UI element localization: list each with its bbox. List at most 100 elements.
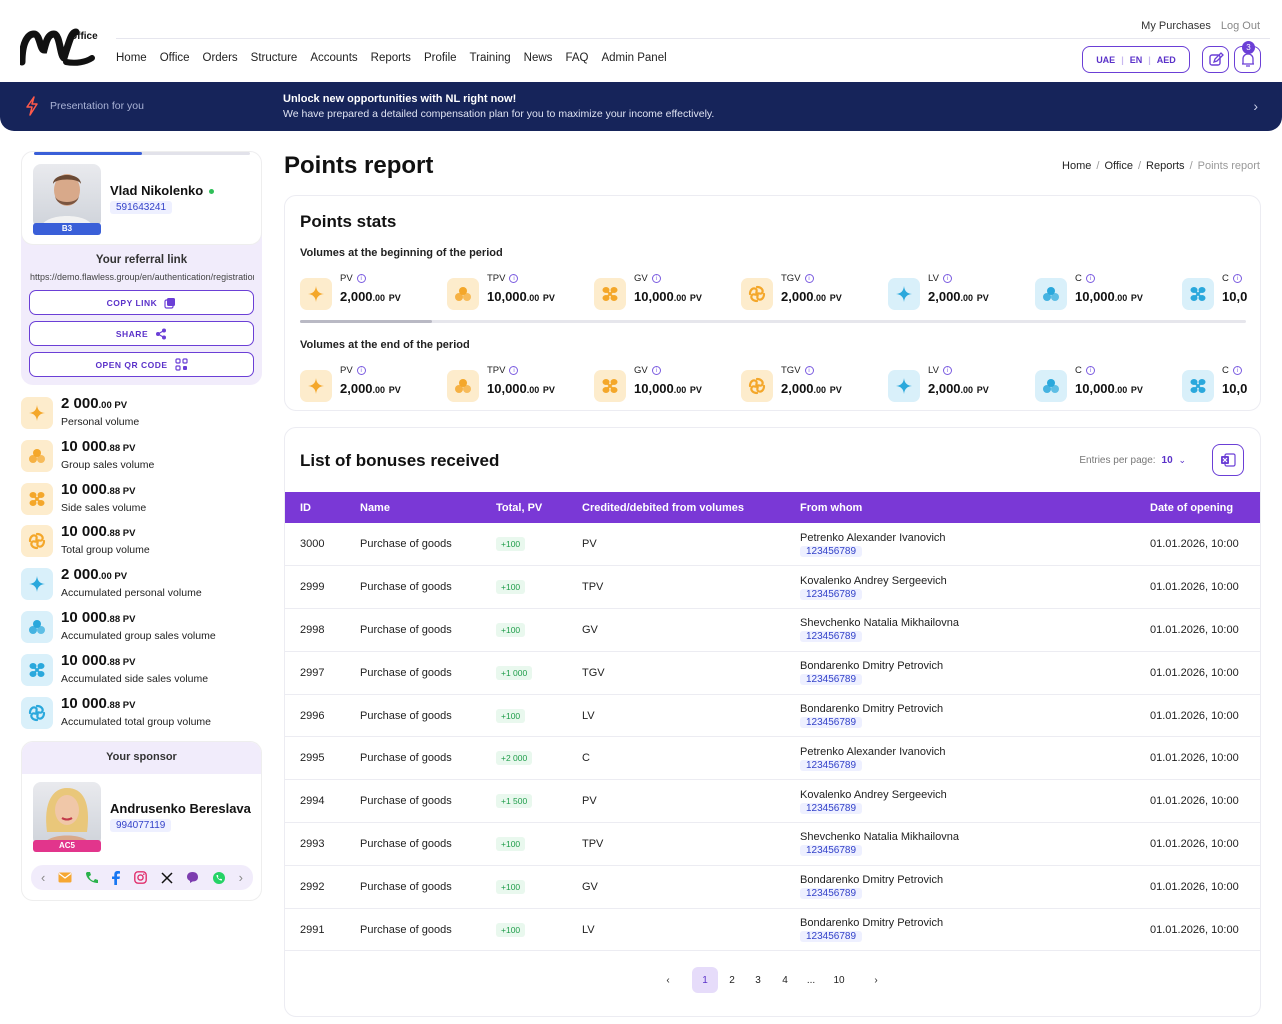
breadcrumb-home[interactable]: Home	[1062, 160, 1092, 172]
info-icon[interactable]: i	[1232, 273, 1242, 283]
info-icon[interactable]: i	[804, 273, 814, 283]
logout-link[interactable]: Log Out	[1220, 20, 1260, 32]
table-row[interactable]: 2995 Purchase of goods +2 000 C Petrenko…	[285, 736, 1260, 781]
cell-date: 01.01.2026, 10:00	[1135, 694, 1260, 738]
my-purchases-link[interactable]: My Purchases	[1141, 20, 1211, 32]
prev-page-icon[interactable]: ‹	[666, 974, 670, 986]
info-icon[interactable]: i	[1085, 365, 1095, 375]
info-icon[interactable]: i	[1085, 273, 1095, 283]
sponsor-id[interactable]: 994077119	[110, 819, 172, 832]
info-icon[interactable]: i	[651, 365, 661, 375]
x-twitter-icon[interactable]	[160, 871, 173, 884]
info-icon[interactable]: i	[804, 365, 814, 375]
copy-link-button[interactable]: COPY LINK	[29, 290, 254, 315]
stats-scrollbar[interactable]	[300, 320, 1246, 323]
locale-selector[interactable]: UAE | EN | AED	[1082, 46, 1190, 73]
info-icon[interactable]: i	[942, 365, 952, 375]
col-name[interactable]: Name	[360, 501, 390, 514]
from-whom-id[interactable]: 123456789	[800, 545, 863, 557]
nav-accounts[interactable]: Accounts	[310, 52, 358, 64]
nav-news[interactable]: News	[523, 52, 553, 64]
export-excel-button[interactable]	[1212, 444, 1244, 476]
nav-training[interactable]: Training	[469, 52, 511, 64]
email-icon[interactable]	[58, 872, 72, 883]
col-total[interactable]: Total, PV	[496, 501, 543, 514]
col-id[interactable]: ID	[300, 501, 311, 514]
nav-structure[interactable]: Structure	[250, 52, 298, 64]
nav-admin-panel[interactable]: Admin Panel	[601, 52, 667, 64]
open-qr-button[interactable]: OPEN QR CODE	[29, 352, 254, 377]
referral-url[interactable]: https://demo.flawless.group/en/authentic…	[30, 272, 254, 282]
table-row[interactable]: 2996 Purchase of goods +100 LV Bondarenk…	[285, 694, 1260, 738]
table-row[interactable]: 2992 Purchase of goods +100 GV Bondarenk…	[285, 865, 1260, 909]
from-whom-id[interactable]: 123456789	[800, 931, 863, 943]
info-icon[interactable]: i	[509, 365, 519, 375]
table-row[interactable]: 2999 Purchase of goods +100 TPV Kovalenk…	[285, 565, 1260, 610]
instagram-icon[interactable]	[134, 871, 148, 884]
cell-date: 01.01.2026, 10:00	[1135, 608, 1260, 652]
cell-name: Purchase of goods	[345, 908, 481, 952]
col-from-whom[interactable]: From whom	[800, 501, 863, 514]
nav-reports[interactable]: Reports	[370, 52, 411, 64]
share-button[interactable]: SHARE	[29, 321, 254, 346]
breadcrumb-reports[interactable]: Reports	[1146, 160, 1185, 172]
page-button[interactable]: 3	[755, 974, 761, 986]
page-button[interactable]: 2	[729, 974, 735, 986]
info-icon[interactable]: i	[509, 273, 519, 283]
phone-icon[interactable]	[85, 871, 99, 884]
page-button[interactable]: 1	[692, 967, 718, 993]
from-whom-id[interactable]: 123456789	[800, 674, 863, 686]
viber-icon[interactable]	[186, 871, 199, 884]
table-row[interactable]: 2994 Purchase of goods +1 500 PV Kovalen…	[285, 779, 1260, 824]
per-page-select[interactable]: 10	[1161, 455, 1173, 466]
cell-id: 2991	[285, 908, 345, 952]
whatsapp-icon[interactable]	[212, 871, 226, 885]
info-icon[interactable]: i	[356, 365, 366, 375]
nav-profile[interactable]: Profile	[423, 52, 457, 64]
info-icon[interactable]: i	[1232, 365, 1242, 375]
volume-value: 10 000.88 PV	[61, 480, 136, 498]
edit-button[interactable]	[1202, 46, 1229, 73]
table-row[interactable]: 2991 Purchase of goods +100 LV Bondarenk…	[285, 908, 1260, 952]
page-button[interactable]: 10	[833, 974, 845, 986]
nav-office[interactable]: Office	[159, 52, 190, 64]
col-date[interactable]: Date of opening	[1150, 501, 1234, 514]
from-whom-id[interactable]: 123456789	[800, 588, 863, 600]
from-whom-id[interactable]: 123456789	[800, 802, 863, 814]
chevron-right-icon[interactable]: ›	[238, 870, 243, 885]
notifications-button[interactable]: 3	[1234, 41, 1261, 73]
user-id[interactable]: 591643241	[110, 201, 173, 214]
table-row[interactable]: 2998 Purchase of goods +100 GV Shevchenk…	[285, 608, 1260, 652]
nav-orders[interactable]: Orders	[202, 52, 238, 64]
chevron-left-icon[interactable]: ‹	[41, 870, 46, 885]
nl-logo[interactable]	[20, 28, 116, 68]
table-row[interactable]: 3000 Purchase of goods +100 PV Petrenko …	[285, 523, 1260, 567]
entries-per-page[interactable]: Entries per page: 10 ⌄	[1079, 455, 1186, 466]
from-whom-id[interactable]: 123456789	[800, 717, 863, 729]
info-icon[interactable]: i	[651, 273, 661, 283]
promo-banner[interactable]: Presentation for you Unlock new opportun…	[0, 82, 1282, 131]
info-icon[interactable]: i	[356, 273, 366, 283]
from-whom-name: Kovalenko Andrey Sergeevich	[800, 788, 947, 801]
nav-home[interactable]: Home	[116, 52, 147, 64]
total-badge: +1 500	[496, 794, 533, 809]
next-page-icon[interactable]: ›	[874, 974, 878, 986]
breadcrumb-office[interactable]: Office	[1104, 160, 1133, 172]
col-credited[interactable]: Credited/debited from volumes	[582, 501, 744, 514]
cell-volume: LV	[567, 908, 785, 952]
facebook-icon[interactable]	[111, 870, 121, 885]
nav-faq[interactable]: FAQ	[565, 52, 589, 64]
chevron-right-icon[interactable]: ›	[1253, 98, 1258, 114]
from-whom-id[interactable]: 123456789	[800, 759, 863, 771]
top-header: office My Purchases Log Out Home Office …	[0, 0, 1282, 82]
from-whom-id[interactable]: 123456789	[800, 631, 863, 643]
table-row[interactable]: 2997 Purchase of goods +1 000 TGV Bondar…	[285, 651, 1260, 695]
from-whom-id[interactable]: 123456789	[800, 845, 863, 857]
stat-value: 10,0	[1222, 289, 1248, 304]
cell-date: 01.01.2026, 10:00	[1135, 523, 1260, 567]
volume-value: 10 000.88 PV	[61, 437, 136, 455]
page-button[interactable]: 4	[782, 974, 788, 986]
from-whom-id[interactable]: 123456789	[800, 888, 863, 900]
table-row[interactable]: 2993 Purchase of goods +100 TPV Shevchen…	[285, 822, 1260, 866]
info-icon[interactable]: i	[942, 273, 952, 283]
